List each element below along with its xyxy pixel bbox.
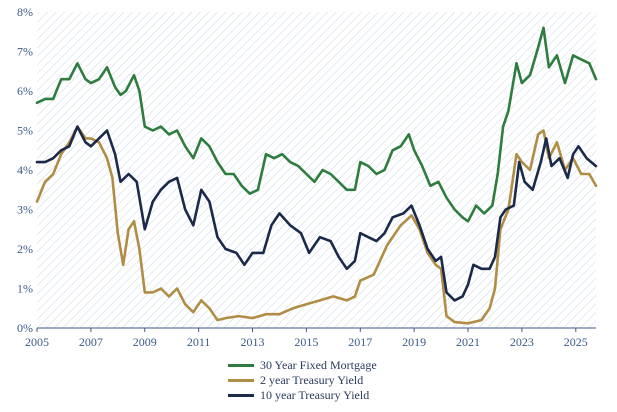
y-tick-label: 6% bbox=[17, 84, 33, 98]
x-tick-label: 2023 bbox=[510, 335, 534, 349]
x-tick-label: 2017 bbox=[348, 335, 372, 349]
y-tick-label: 2% bbox=[17, 242, 33, 256]
series-layer bbox=[35, 26, 598, 325]
y-tick-label: 3% bbox=[17, 203, 33, 217]
y-tick-label: 1% bbox=[17, 282, 33, 296]
legend-label-ten-year: 10 year Treasury Yield bbox=[260, 388, 370, 402]
legend-item-ten-year[interactable]: 10 year Treasury Yield bbox=[228, 388, 428, 403]
legend-swatch-mortgage bbox=[228, 364, 254, 367]
legend-label-mortgage: 30 Year Fixed Mortgage bbox=[260, 358, 377, 372]
y-axis: 0% 1% 2% 3% 4% 5% 6% 7% 8% bbox=[17, 5, 33, 335]
series-line-two-year bbox=[35, 125, 598, 325]
legend: 30 Year Fixed Mortgage 2 year Treasury Y… bbox=[228, 358, 428, 403]
x-tick-label: 2005 bbox=[25, 335, 49, 349]
y-tick-label: 5% bbox=[17, 124, 33, 138]
x-tick-label: 2025 bbox=[564, 335, 588, 349]
legend-item-two-year[interactable]: 2 year Treasury Yield bbox=[228, 373, 428, 388]
x-tick-label: 2007 bbox=[79, 335, 103, 349]
legend-swatch-two-year bbox=[228, 379, 254, 382]
y-tick-label: 7% bbox=[17, 45, 33, 59]
legend-swatch-ten-year bbox=[228, 394, 254, 397]
legend-label-two-year: 2 year Treasury Yield bbox=[260, 373, 364, 387]
x-axis: 2005 2007 2009 2011 2013 2015 2017 2019 2021 2023… bbox=[25, 328, 588, 349]
x-tick-label: 2019 bbox=[402, 335, 426, 349]
y-tick-label: 4% bbox=[17, 163, 33, 177]
x-tick-label: 2015 bbox=[294, 335, 318, 349]
x-tick-label: 2011 bbox=[187, 335, 211, 349]
series-line-mortgage bbox=[35, 26, 598, 223]
legend-item-mortgage[interactable]: 30 Year Fixed Mortgage bbox=[228, 358, 428, 373]
plot-area bbox=[37, 12, 596, 328]
y-tick-label: 0% bbox=[17, 321, 33, 335]
x-tick-label: 2009 bbox=[133, 335, 157, 349]
series-line-ten-year bbox=[35, 125, 598, 302]
y-tick-label: 8% bbox=[17, 5, 33, 19]
x-tick-label: 2021 bbox=[456, 335, 480, 349]
x-tick-label: 2013 bbox=[241, 335, 265, 349]
